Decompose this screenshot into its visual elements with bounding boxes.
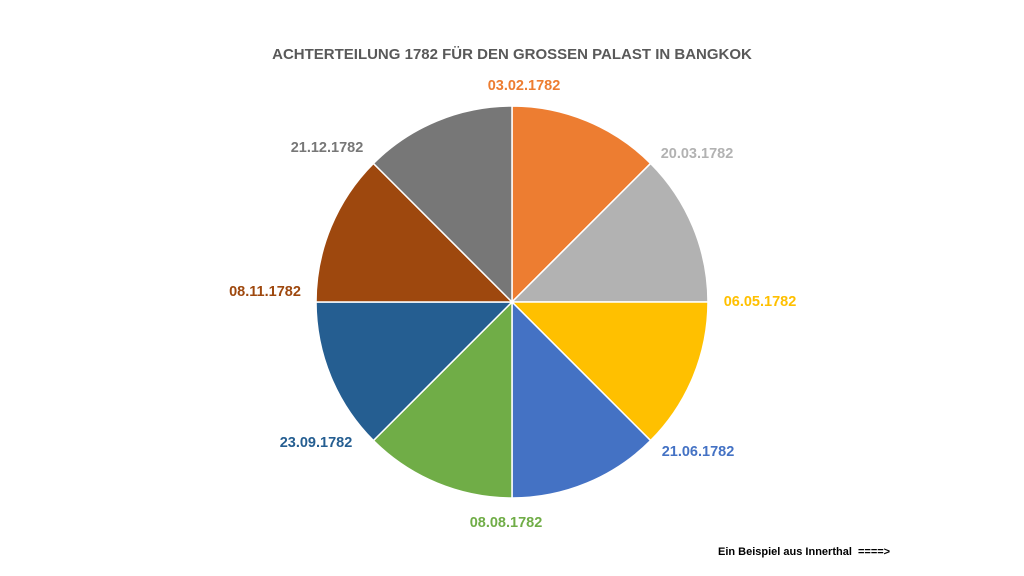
slice-label-21-12-1782: 21.12.1782: [291, 140, 364, 156]
slice-label-23-09-1782: 23.09.1782: [280, 435, 353, 451]
slice-label-20-03-1782: 20.03.1782: [661, 146, 734, 162]
pie-slice-21-12-1782: [372, 105, 513, 304]
pie-slice-08-08-1782: [372, 300, 513, 499]
slice-label-06-05-1782: 06.05.1782: [724, 294, 797, 310]
slice-label-21-06-1782: 21.06.1782: [662, 444, 735, 460]
pie-slice-21-06-1782: [511, 300, 652, 499]
pie-slice-03-02-1782: [511, 105, 652, 304]
pie-slice-23-09-1782: [315, 301, 514, 442]
chart-title: ACHTERTEILUNG 1782 FÜR DEN GROSSEN PALAS…: [272, 46, 752, 63]
footnote: Ein Beispiel aus Innerthal ====>: [718, 546, 891, 558]
pie-slice-20-03-1782: [510, 162, 709, 303]
slice-label-03-02-1782: 03.02.1782: [488, 78, 561, 94]
slice-label-08-11-1782: 08.11.1782: [229, 284, 301, 300]
pie-slice-06-05-1782: [510, 301, 709, 442]
pie-slice-08-11-1782: [315, 162, 514, 303]
slice-label-08-08-1782: 08.08.1782: [470, 515, 543, 531]
